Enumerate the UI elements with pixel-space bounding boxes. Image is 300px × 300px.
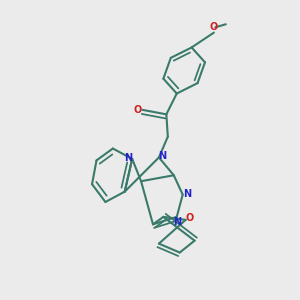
Text: N: N bbox=[124, 153, 133, 163]
Text: N: N bbox=[158, 151, 166, 161]
Text: N: N bbox=[173, 217, 181, 227]
Text: O: O bbox=[185, 213, 194, 224]
Text: N: N bbox=[183, 189, 191, 199]
Text: O: O bbox=[134, 105, 142, 115]
Text: O: O bbox=[210, 22, 218, 32]
